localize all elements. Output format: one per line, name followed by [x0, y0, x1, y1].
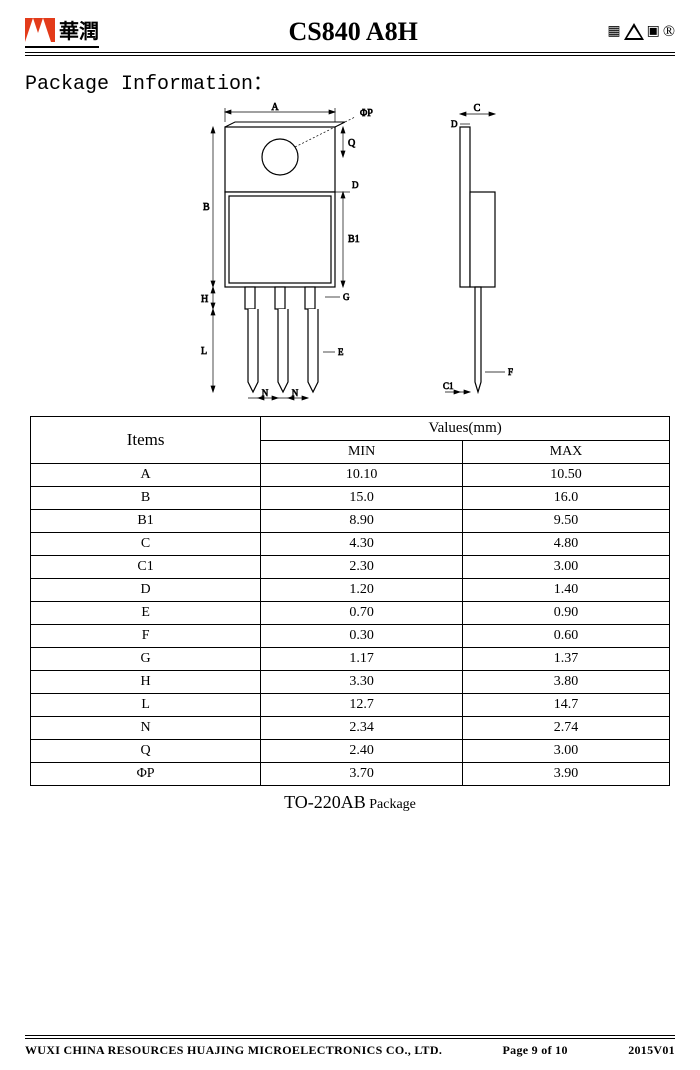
- table-row: C4.304.80: [31, 533, 670, 556]
- table-row: A10.1010.50: [31, 464, 670, 487]
- table-row: B15.016.0: [31, 487, 670, 510]
- cell-min: 2.40: [261, 740, 463, 763]
- cert-square-icon: ▣: [647, 23, 660, 40]
- cell-min: 0.30: [261, 625, 463, 648]
- caption-suffix: Package: [366, 797, 416, 812]
- table-row: L12.714.7: [31, 694, 670, 717]
- cell-min: 0.70: [261, 602, 463, 625]
- cert-triangle-icon: [624, 23, 644, 40]
- table-row: E0.700.90: [31, 602, 670, 625]
- table-row: ΦP3.703.90: [31, 763, 670, 786]
- dim-D2: D: [451, 119, 458, 129]
- package-side-svg: C D C1 F: [425, 102, 535, 402]
- table-row: G1.171.37: [31, 648, 670, 671]
- cell-item: F: [31, 625, 261, 648]
- dim-L: L: [201, 346, 207, 357]
- cell-item: ΦP: [31, 763, 261, 786]
- cell-item: B: [31, 487, 261, 510]
- footer-company: WUXI CHINA RESOURCES HUAJING MICROELECTR…: [25, 1043, 442, 1058]
- cert-mark-icon: ▦: [607, 23, 620, 40]
- cell-min: 12.7: [261, 694, 463, 717]
- footer: WUXI CHINA RESOURCES HUAJING MICROELECTR…: [25, 1035, 675, 1058]
- table-row: H3.303.80: [31, 671, 670, 694]
- dim-C1: C1: [443, 381, 454, 391]
- th-min: MIN: [261, 441, 463, 464]
- cell-item: E: [31, 602, 261, 625]
- registered-icon: ®: [663, 23, 675, 41]
- header-bar: 華潤 CS840 A8H ▦ ▣ ®: [25, 15, 675, 56]
- cell-item: B1: [31, 510, 261, 533]
- cell-item: Q: [31, 740, 261, 763]
- cell-item: C1: [31, 556, 261, 579]
- cell-min: 4.30: [261, 533, 463, 556]
- package-front-svg: A ΦP Q B B1 D G: [165, 102, 395, 402]
- cell-max: 3.00: [462, 740, 669, 763]
- package-caption: TO-220AB Package: [25, 792, 675, 813]
- cell-item: H: [31, 671, 261, 694]
- cell-min: 8.90: [261, 510, 463, 533]
- cell-max: 16.0: [462, 487, 669, 510]
- caption-main: TO-220AB: [284, 792, 366, 812]
- cell-max: 14.7: [462, 694, 669, 717]
- cell-item: N: [31, 717, 261, 740]
- table-row: F0.300.60: [31, 625, 670, 648]
- cell-max: 3.00: [462, 556, 669, 579]
- dim-F: F: [508, 367, 513, 377]
- cell-max: 9.50: [462, 510, 669, 533]
- th-items: Items: [31, 417, 261, 464]
- dim-N1: N: [262, 388, 269, 398]
- table-row: Q2.403.00: [31, 740, 670, 763]
- cell-max: 0.60: [462, 625, 669, 648]
- cell-min: 1.20: [261, 579, 463, 602]
- cell-min: 1.17: [261, 648, 463, 671]
- cell-max: 0.90: [462, 602, 669, 625]
- table-row: B18.909.50: [31, 510, 670, 533]
- th-values: Values(mm): [261, 417, 670, 441]
- th-max: MAX: [462, 441, 669, 464]
- cell-min: 3.70: [261, 763, 463, 786]
- cell-item: C: [31, 533, 261, 556]
- logo-text: 華潤: [59, 15, 99, 44]
- cell-max: 3.90: [462, 763, 669, 786]
- dim-H: H: [201, 294, 208, 305]
- table-row: C12.303.00: [31, 556, 670, 579]
- cell-min: 10.10: [261, 464, 463, 487]
- logo: 華潤: [25, 15, 99, 48]
- dim-N2: N: [292, 388, 299, 398]
- cell-min: 2.30: [261, 556, 463, 579]
- cell-max: 10.50: [462, 464, 669, 487]
- footer-page: Page 9 of 10: [503, 1043, 568, 1058]
- package-diagram: A ΦP Q B B1 D G: [25, 102, 675, 402]
- table-row: D1.201.40: [31, 579, 670, 602]
- cell-item: L: [31, 694, 261, 717]
- dim-E: E: [338, 347, 344, 357]
- dim-B1: B1: [348, 234, 360, 245]
- cell-item: A: [31, 464, 261, 487]
- footer-rev: 2015V01: [628, 1043, 675, 1058]
- cell-min: 3.30: [261, 671, 463, 694]
- cell-min: 15.0: [261, 487, 463, 510]
- dim-D: D: [352, 180, 359, 190]
- logo-mark-icon: [25, 18, 55, 42]
- table-row: N2.342.74: [31, 717, 670, 740]
- cell-min: 2.34: [261, 717, 463, 740]
- cell-max: 2.74: [462, 717, 669, 740]
- dim-A: A: [271, 102, 279, 113]
- page-title: CS840 A8H: [99, 17, 607, 47]
- cert-marks: ▦ ▣ ®: [607, 23, 675, 41]
- dim-B: B: [203, 202, 210, 213]
- dim-phiP: ΦP: [360, 108, 373, 119]
- cell-max: 3.80: [462, 671, 669, 694]
- cell-max: 1.37: [462, 648, 669, 671]
- cell-max: 1.40: [462, 579, 669, 602]
- dim-C: C: [474, 103, 481, 114]
- section-title: Package Information：: [25, 66, 675, 96]
- cell-item: D: [31, 579, 261, 602]
- dim-Q: Q: [348, 138, 356, 149]
- dim-G: G: [343, 292, 350, 302]
- cell-item: G: [31, 648, 261, 671]
- dimensions-table: Items Values(mm) MIN MAX A10.1010.50B15.…: [30, 416, 670, 786]
- cell-max: 4.80: [462, 533, 669, 556]
